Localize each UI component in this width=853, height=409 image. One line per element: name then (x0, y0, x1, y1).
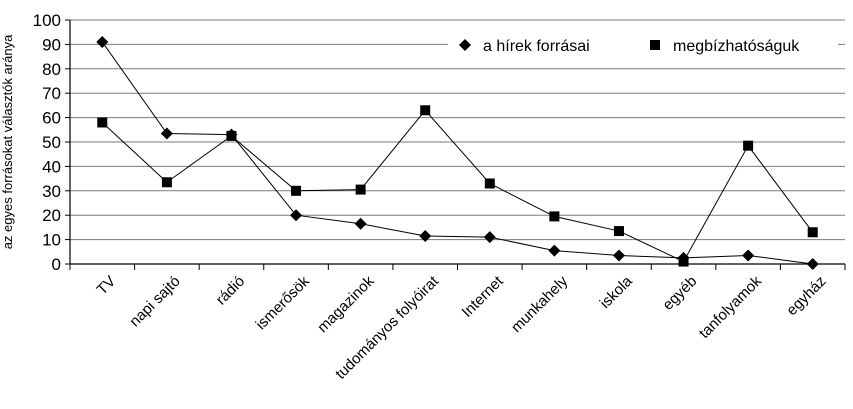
x-tick-label: munkahely (508, 272, 572, 336)
series-line (101, 109, 814, 263)
x-tick-label: TV (94, 273, 120, 299)
series-sources (96, 35, 819, 270)
x-tick-label: napi sajtó (126, 273, 183, 330)
y-tick-label: 40 (42, 157, 61, 176)
diamond-marker (96, 35, 109, 48)
x-tick-label: iskola (597, 272, 637, 312)
y-tick-label: 100 (33, 11, 61, 30)
series-layer (96, 35, 819, 270)
x-tick-label: magazinok (314, 272, 378, 336)
y-tick-label: 60 (42, 109, 61, 128)
diamond-marker (548, 244, 561, 257)
square-marker (743, 140, 754, 151)
series-line (101, 41, 813, 265)
diamond-marker (483, 231, 496, 244)
legend-label: megbízhatóságuk (673, 38, 800, 55)
square-marker (807, 227, 818, 238)
diamond-marker (806, 258, 819, 270)
x-tick-label: ismerősök (253, 272, 314, 333)
square-marker (97, 117, 108, 128)
legend-background (448, 30, 838, 60)
legend-square-marker (650, 40, 660, 50)
diamond-marker (354, 217, 367, 230)
x-tick-label: Internet (459, 272, 508, 321)
x-tick-label: egyéb (659, 273, 700, 314)
legend-label: a hírek forrásai (483, 38, 590, 55)
square-marker (420, 105, 431, 116)
diamond-marker (742, 249, 755, 262)
x-tick-labels: TV napi sajtó rádió ismerősök magazinoktudom… (69, 264, 846, 383)
y-tick-label: 70 (42, 84, 61, 103)
y-tick-label: 0 (52, 255, 61, 274)
x-tick-label: egyház (783, 273, 829, 319)
y-tick-label: 50 (42, 133, 61, 152)
x-tick-label: tanfolyamok (696, 272, 766, 342)
diamond-marker (290, 209, 303, 222)
square-marker (161, 177, 172, 188)
y-tick-label: 10 (42, 231, 61, 250)
y-tick-labels: 0 10 20 30 40 50 60 70 80 90 100 (33, 11, 70, 274)
square-marker (291, 185, 302, 196)
diamond-marker (419, 229, 432, 242)
square-marker (226, 130, 237, 141)
legend: a hírek forrásai megbízhatóságuk (448, 30, 838, 60)
y-axis-label: az egyes forrásokat választók aránya (0, 34, 15, 249)
diamond-marker (612, 249, 625, 262)
legend-diamond-marker (459, 39, 471, 51)
square-marker (484, 178, 495, 189)
series-reliability (97, 105, 818, 267)
x-tick-label: rádió (213, 273, 249, 309)
square-marker (613, 226, 624, 237)
square-marker (355, 184, 366, 195)
square-marker (678, 256, 689, 267)
y-tick-label: 30 (42, 182, 61, 201)
y-tick-label: 90 (42, 35, 61, 54)
diamond-marker (160, 127, 173, 140)
square-marker (549, 211, 560, 222)
y-tick-label: 20 (42, 206, 61, 225)
y-tick-label: 80 (42, 60, 61, 79)
